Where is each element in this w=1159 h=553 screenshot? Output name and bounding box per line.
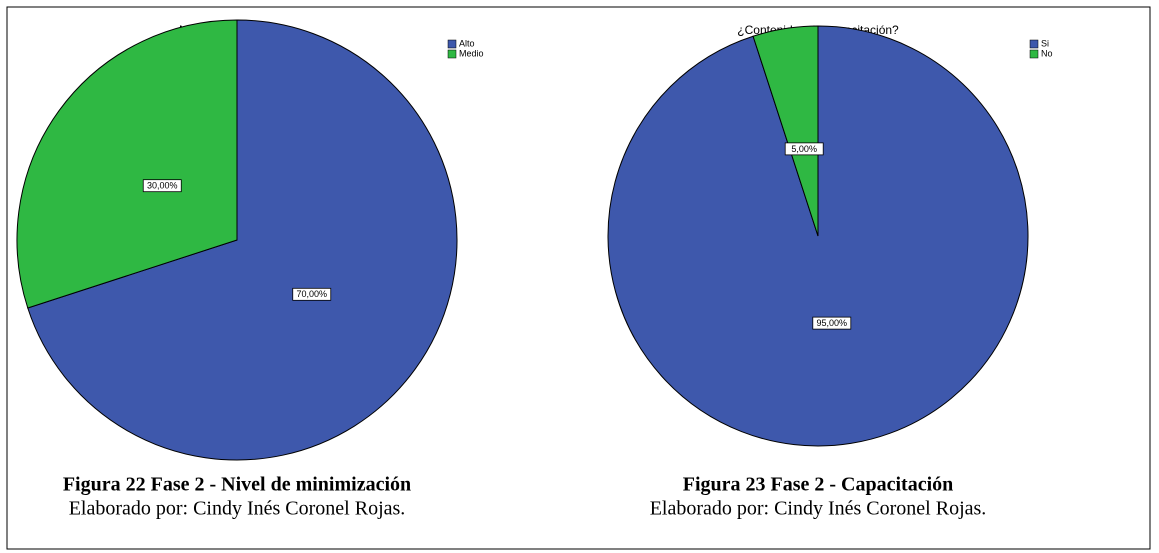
value-label: 95,00% bbox=[817, 318, 848, 328]
legend-label: Alto bbox=[459, 38, 475, 48]
legend-label: Medio bbox=[459, 48, 484, 58]
source: Elaborado por: Cindy Inés Coronel Rojas. bbox=[650, 498, 987, 520]
caption: Figura 22 Fase 2 - Nivel de minimización bbox=[63, 474, 411, 496]
pie-slice bbox=[27, 19, 458, 461]
value-label: 30,00% bbox=[147, 181, 178, 191]
frame bbox=[6, 6, 1151, 550]
value-label-box bbox=[812, 316, 852, 330]
pie-slice bbox=[16, 19, 238, 309]
legend-swatch bbox=[447, 39, 457, 49]
pie-slice bbox=[752, 25, 819, 237]
caption: Figura 23 Fase 2 - Capacitación bbox=[683, 474, 954, 496]
value-label: 70,00% bbox=[296, 289, 327, 299]
legend-swatch bbox=[447, 49, 457, 59]
legend-label: Si bbox=[1041, 38, 1049, 48]
legend-label: No bbox=[1041, 48, 1053, 58]
value-label-box bbox=[292, 287, 332, 301]
value-label: 5,00% bbox=[791, 144, 817, 154]
value-label-box bbox=[142, 179, 182, 193]
source: Elaborado por: Cindy Inés Coronel Rojas. bbox=[69, 498, 406, 520]
value-label-box bbox=[784, 142, 824, 156]
legend-swatch bbox=[1029, 49, 1039, 59]
legend-swatch bbox=[1029, 39, 1039, 49]
